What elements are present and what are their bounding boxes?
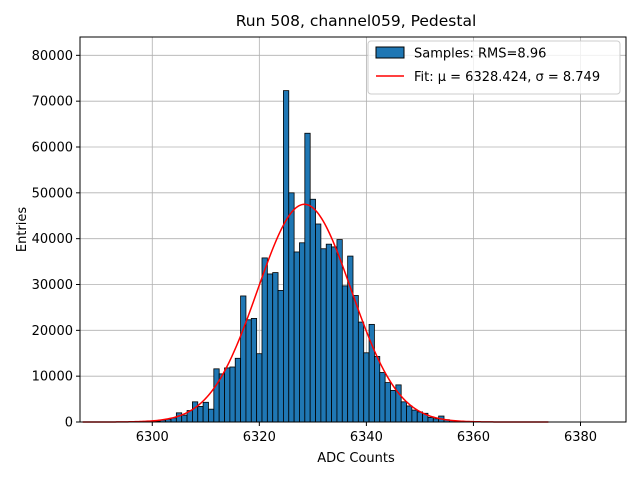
x-tick-label: 6320 — [243, 430, 276, 445]
y-tick-label: 0 — [65, 416, 73, 431]
histogram-bar — [272, 272, 279, 423]
histogram-bar — [357, 321, 365, 423]
x-tick-label: 6380 — [564, 430, 597, 445]
histogram-bar — [175, 412, 183, 423]
histogram-bar — [218, 373, 225, 423]
x-tick-label: 6340 — [350, 430, 383, 445]
histogram-bar — [379, 372, 386, 423]
x-axis-ticks: 6300 6320 6340 6360 6380 — [136, 422, 597, 445]
y-tick-label: 30000 — [32, 278, 73, 293]
y-tick-label: 50000 — [32, 186, 73, 201]
y-tick-label: 70000 — [32, 95, 73, 110]
histogram-bar — [315, 223, 322, 423]
histogram-bar — [309, 198, 316, 423]
histogram-bar — [352, 295, 359, 423]
histogram-bar — [411, 409, 418, 423]
histogram-bar — [416, 411, 423, 423]
histogram-bar — [192, 401, 199, 423]
histogram-bar — [384, 382, 391, 423]
histogram-bar — [325, 243, 332, 423]
histogram-bar — [266, 273, 274, 423]
x-tick-label: 6360 — [457, 430, 490, 445]
histogram-bar — [250, 318, 258, 423]
histogram-bar — [341, 285, 349, 423]
histogram-bar — [234, 357, 241, 423]
histogram-bar — [256, 353, 263, 423]
histogram-bar — [363, 352, 370, 423]
y-tick-label: 20000 — [32, 324, 73, 339]
histogram-bar — [208, 408, 215, 423]
histogram-bar — [261, 257, 268, 423]
histogram-bar — [293, 251, 300, 423]
x-tick-label: 6300 — [136, 430, 169, 445]
plot-frame — [79, 36, 627, 423]
histogram-bar — [229, 366, 236, 423]
histogram-bar — [390, 389, 397, 423]
y-tick-label: 40000 — [32, 232, 73, 247]
chart-title: Run 508, channel059, Pedestal — [236, 12, 477, 30]
y-tick-label: 60000 — [32, 141, 73, 156]
histogram-bar — [427, 417, 434, 423]
histogram-bar — [331, 246, 338, 423]
histogram-bar — [400, 401, 407, 423]
legend-swatch-samples — [375, 46, 405, 59]
y-tick-label: 80000 — [32, 49, 73, 64]
y-axis-label: Entries — [15, 207, 30, 253]
histogram-bar — [283, 90, 290, 423]
histogram-bar — [181, 414, 188, 423]
histogram-bar — [406, 405, 413, 423]
histogram-bars — [154, 90, 456, 423]
y-axis-ticks: 0 10000 20000 30000 40000 50000 60000 70000 8000… — [32, 49, 80, 431]
x-axis-label: ADC Counts — [317, 451, 395, 466]
histogram-bar — [213, 368, 220, 423]
histogram-bar — [240, 295, 247, 423]
y-tick-label: 10000 — [32, 370, 73, 385]
histogram-bar — [374, 356, 381, 423]
legend-label-fit: Fit: μ = 6328.424, σ = 8.749 — [414, 70, 600, 85]
histogram-bar — [304, 132, 311, 423]
legend: Samples: RMS=8.96 Fit: μ = 6328.424, σ =… — [367, 40, 621, 95]
histogram-bar — [299, 242, 306, 423]
histogram-bar — [277, 290, 284, 423]
histogram-bar — [224, 367, 231, 423]
histogram-bar — [197, 406, 204, 423]
legend-label-samples: Samples: RMS=8.96 — [414, 47, 546, 62]
histogram-bar — [245, 319, 252, 423]
legend-box — [367, 40, 621, 95]
histogram-bar — [336, 239, 343, 423]
histogram-bar — [288, 192, 295, 423]
histogram-bar — [202, 401, 209, 423]
histogram-bar — [320, 248, 327, 423]
